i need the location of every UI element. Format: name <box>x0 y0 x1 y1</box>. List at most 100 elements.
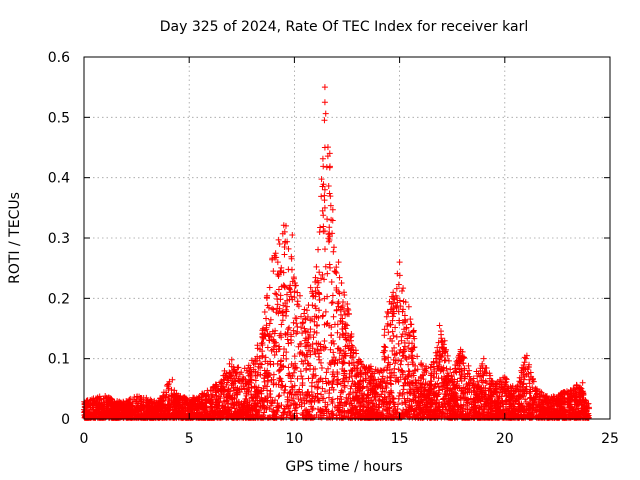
data-point <box>310 414 317 421</box>
data-point <box>301 306 308 313</box>
data-point <box>279 308 286 315</box>
data-point <box>199 390 206 397</box>
data-point <box>451 389 458 396</box>
data-point <box>285 364 292 371</box>
data-points <box>81 84 592 421</box>
data-point <box>301 395 308 402</box>
data-point <box>425 411 432 418</box>
data-point <box>325 238 332 245</box>
data-point <box>297 368 304 375</box>
data-point <box>396 319 403 326</box>
data-point <box>328 332 335 339</box>
data-point <box>322 308 329 315</box>
data-point <box>253 402 260 409</box>
data-point <box>303 366 310 373</box>
data-point <box>326 230 333 237</box>
data-point <box>296 292 303 299</box>
data-point <box>347 385 354 392</box>
data-point <box>395 378 402 385</box>
data-point <box>390 313 397 320</box>
data-point <box>288 253 295 260</box>
data-point <box>294 298 301 305</box>
data-point <box>295 343 302 350</box>
data-point <box>391 344 398 351</box>
data-point <box>347 390 354 397</box>
data-point <box>327 264 334 271</box>
data-point <box>281 251 288 258</box>
data-point <box>329 371 336 378</box>
data-point <box>258 340 265 347</box>
data-point <box>330 248 337 255</box>
data-point <box>321 246 328 253</box>
data-point <box>259 339 266 346</box>
data-point <box>286 324 293 331</box>
data-point <box>451 381 458 388</box>
data-point <box>404 335 411 342</box>
data-point <box>390 399 397 406</box>
data-point <box>400 285 407 292</box>
data-point <box>261 309 268 316</box>
data-point <box>465 362 472 369</box>
data-point <box>318 176 325 183</box>
data-point <box>280 352 287 359</box>
data-point <box>313 379 320 386</box>
data-point <box>278 321 285 328</box>
data-point <box>244 386 251 393</box>
data-point <box>387 306 394 313</box>
data-point <box>313 263 320 270</box>
data-point <box>329 292 336 299</box>
data-point <box>310 366 317 373</box>
data-point <box>283 312 290 319</box>
data-point <box>390 289 397 296</box>
data-point <box>330 244 337 251</box>
data-point <box>331 404 338 411</box>
data-point <box>284 297 291 304</box>
data-point <box>522 366 529 373</box>
data-point <box>303 307 310 314</box>
data-point <box>409 352 416 359</box>
data-point <box>325 365 332 372</box>
data-point <box>322 388 329 395</box>
data-point <box>266 390 273 397</box>
data-point <box>333 264 340 271</box>
data-point <box>405 344 412 351</box>
data-point <box>288 397 295 404</box>
data-point <box>498 386 505 393</box>
data-point <box>277 292 284 299</box>
data-point <box>319 207 326 214</box>
data-point <box>318 365 325 372</box>
data-point <box>278 378 285 385</box>
data-point <box>277 375 284 382</box>
data-point <box>466 367 473 374</box>
data-point <box>390 332 397 339</box>
data-point <box>299 330 306 337</box>
data-point <box>454 362 461 369</box>
data-point <box>449 379 456 386</box>
data-point <box>88 396 95 403</box>
data-point <box>338 304 345 311</box>
data-point <box>308 379 315 386</box>
data-point <box>231 395 238 402</box>
data-point <box>382 355 389 362</box>
data-point <box>402 401 409 408</box>
data-point <box>285 245 292 252</box>
data-point <box>414 353 421 360</box>
data-point <box>383 313 390 320</box>
data-point <box>233 399 240 406</box>
data-point <box>502 379 509 386</box>
data-point <box>325 182 332 189</box>
data-point <box>460 401 467 408</box>
data-point <box>268 347 275 354</box>
data-point <box>334 329 341 336</box>
data-point <box>270 306 277 313</box>
data-point <box>263 294 270 301</box>
data-point <box>324 216 331 223</box>
data-point <box>218 380 225 387</box>
data-point <box>491 402 498 409</box>
data-point <box>331 354 338 361</box>
data-point <box>317 275 324 282</box>
data-point <box>251 383 258 390</box>
data-point <box>388 293 395 300</box>
data-point <box>452 402 459 409</box>
data-point <box>345 310 352 317</box>
